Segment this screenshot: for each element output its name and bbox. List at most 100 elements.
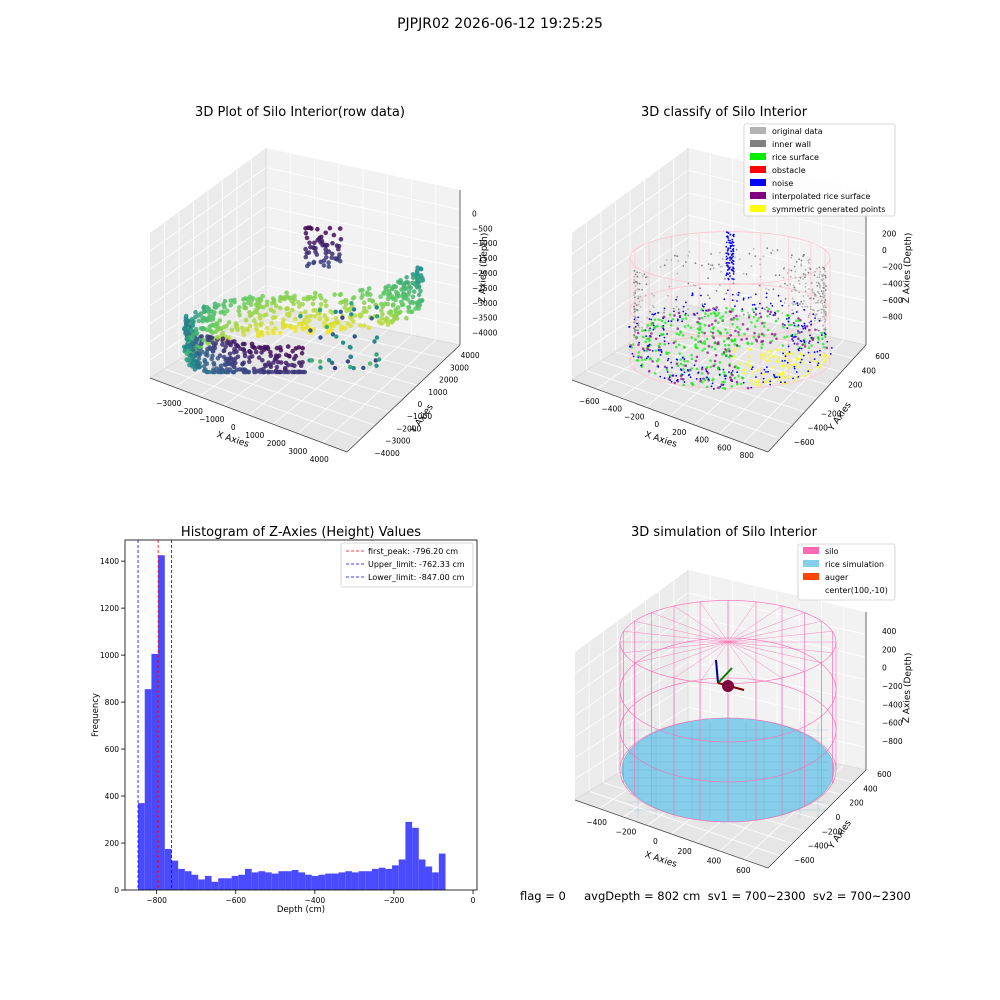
cls-wall-point [707,277,709,280]
cls-surface-point [705,337,709,341]
cls-surface-point [681,317,684,321]
raw-point [225,308,230,314]
cls-wall-point [792,303,795,306]
raw-point [258,345,264,351]
raw-point [405,297,411,302]
cls-surface-point [769,341,772,344]
raw-point [283,367,288,372]
cls-surface-point [766,314,769,318]
raw-point [267,362,273,368]
raw-point [236,308,242,314]
cls-noise-point [666,371,669,373]
raw-point [375,314,380,319]
cls-surface-point [762,354,766,358]
sim-silo-roof [699,641,729,683]
cls-wall-point [659,266,662,268]
cls-surface-point [703,324,707,327]
cls-wall-point [694,284,697,287]
raw-point [183,344,189,350]
cls-noise-point [670,361,673,364]
cls-wall-point [817,290,819,293]
cls-wall-point [825,284,827,287]
raw-point [416,306,421,311]
cls-wall-point [821,274,823,276]
cls-wall-point [672,307,675,310]
histogram-bar [278,871,286,890]
cls-surface-point [658,342,662,346]
raw-point [209,309,214,314]
raw-point [379,308,384,313]
cls-noise-point [814,317,816,319]
raw-point [204,317,210,322]
raw-point [240,341,246,347]
cls-wall-point [804,290,807,293]
cls-wall-point [824,327,827,330]
cls-surface-point [782,325,785,329]
raw-point [194,337,200,342]
raw-point [207,324,213,329]
cls-surface-point [723,343,727,347]
histogram-bar [151,653,159,890]
raw-point [408,285,414,291]
cls-surface-point [746,386,750,390]
cls-surface-point [774,319,778,323]
histogram-bar [311,875,319,890]
raw-point [340,315,345,320]
cls-surface-point [802,361,805,365]
raw-point [240,329,246,334]
raw-point [367,304,372,310]
cls-surface-point [694,359,698,363]
cls-surface-point [660,319,664,323]
cls-noise-point [727,239,730,242]
cls-noise-point [803,308,805,311]
raw-gridline [149,245,267,324]
cls-noise-point [684,312,687,315]
cls-legend-swatch [750,179,766,186]
cls-noise-point [718,368,721,371]
cls-wall-point [703,315,706,318]
raw-point [285,362,291,368]
cls-noise-point [657,349,660,351]
cls-wall-point [665,259,668,261]
cls-surface-point [754,338,758,342]
cls-noise-point [736,300,738,302]
cls-noise-point [742,297,745,300]
cls-y-tick-label: 600 [875,352,890,361]
cls-wall-point [634,296,636,299]
raw-point [352,313,358,318]
sim-x-tick-label: −200 [616,828,637,837]
cls-surface-point [675,362,679,366]
cls-noise-point [760,372,763,375]
sim-y-tick-label: 0 [836,813,841,822]
cls-surface-point [718,361,722,364]
cls-surface-point [773,333,777,336]
cls-wall-point [817,299,820,302]
cls-legend-label: obstacle [772,166,806,175]
cls-surface-point [671,318,675,321]
cls-surface-point [794,333,797,336]
cls-wall-point [685,261,687,263]
cls-surface-point [690,382,694,386]
cls-noise-point [734,305,736,307]
cls-wall-point [738,258,741,261]
cls-noise-point [762,377,765,380]
raw-point [326,264,332,269]
cls-surface-point [694,338,697,341]
cls-wall-point [694,262,697,265]
raw-point [289,369,295,375]
cls-wall-point [734,256,737,259]
raw-point [296,300,301,305]
raw-point [220,342,225,347]
raw-point [299,350,305,356]
cls-wall-point [816,328,819,331]
histogram-bar [298,872,306,890]
histogram-bar [392,865,399,890]
cls-noise-point [667,342,670,345]
cls-wall-point [825,311,827,313]
cls-legend-frame [743,123,896,217]
cls-noise-point [810,323,812,326]
cls-wall-point [783,266,786,269]
cls-wall-point [822,290,825,293]
cls-surface-point [823,358,827,362]
